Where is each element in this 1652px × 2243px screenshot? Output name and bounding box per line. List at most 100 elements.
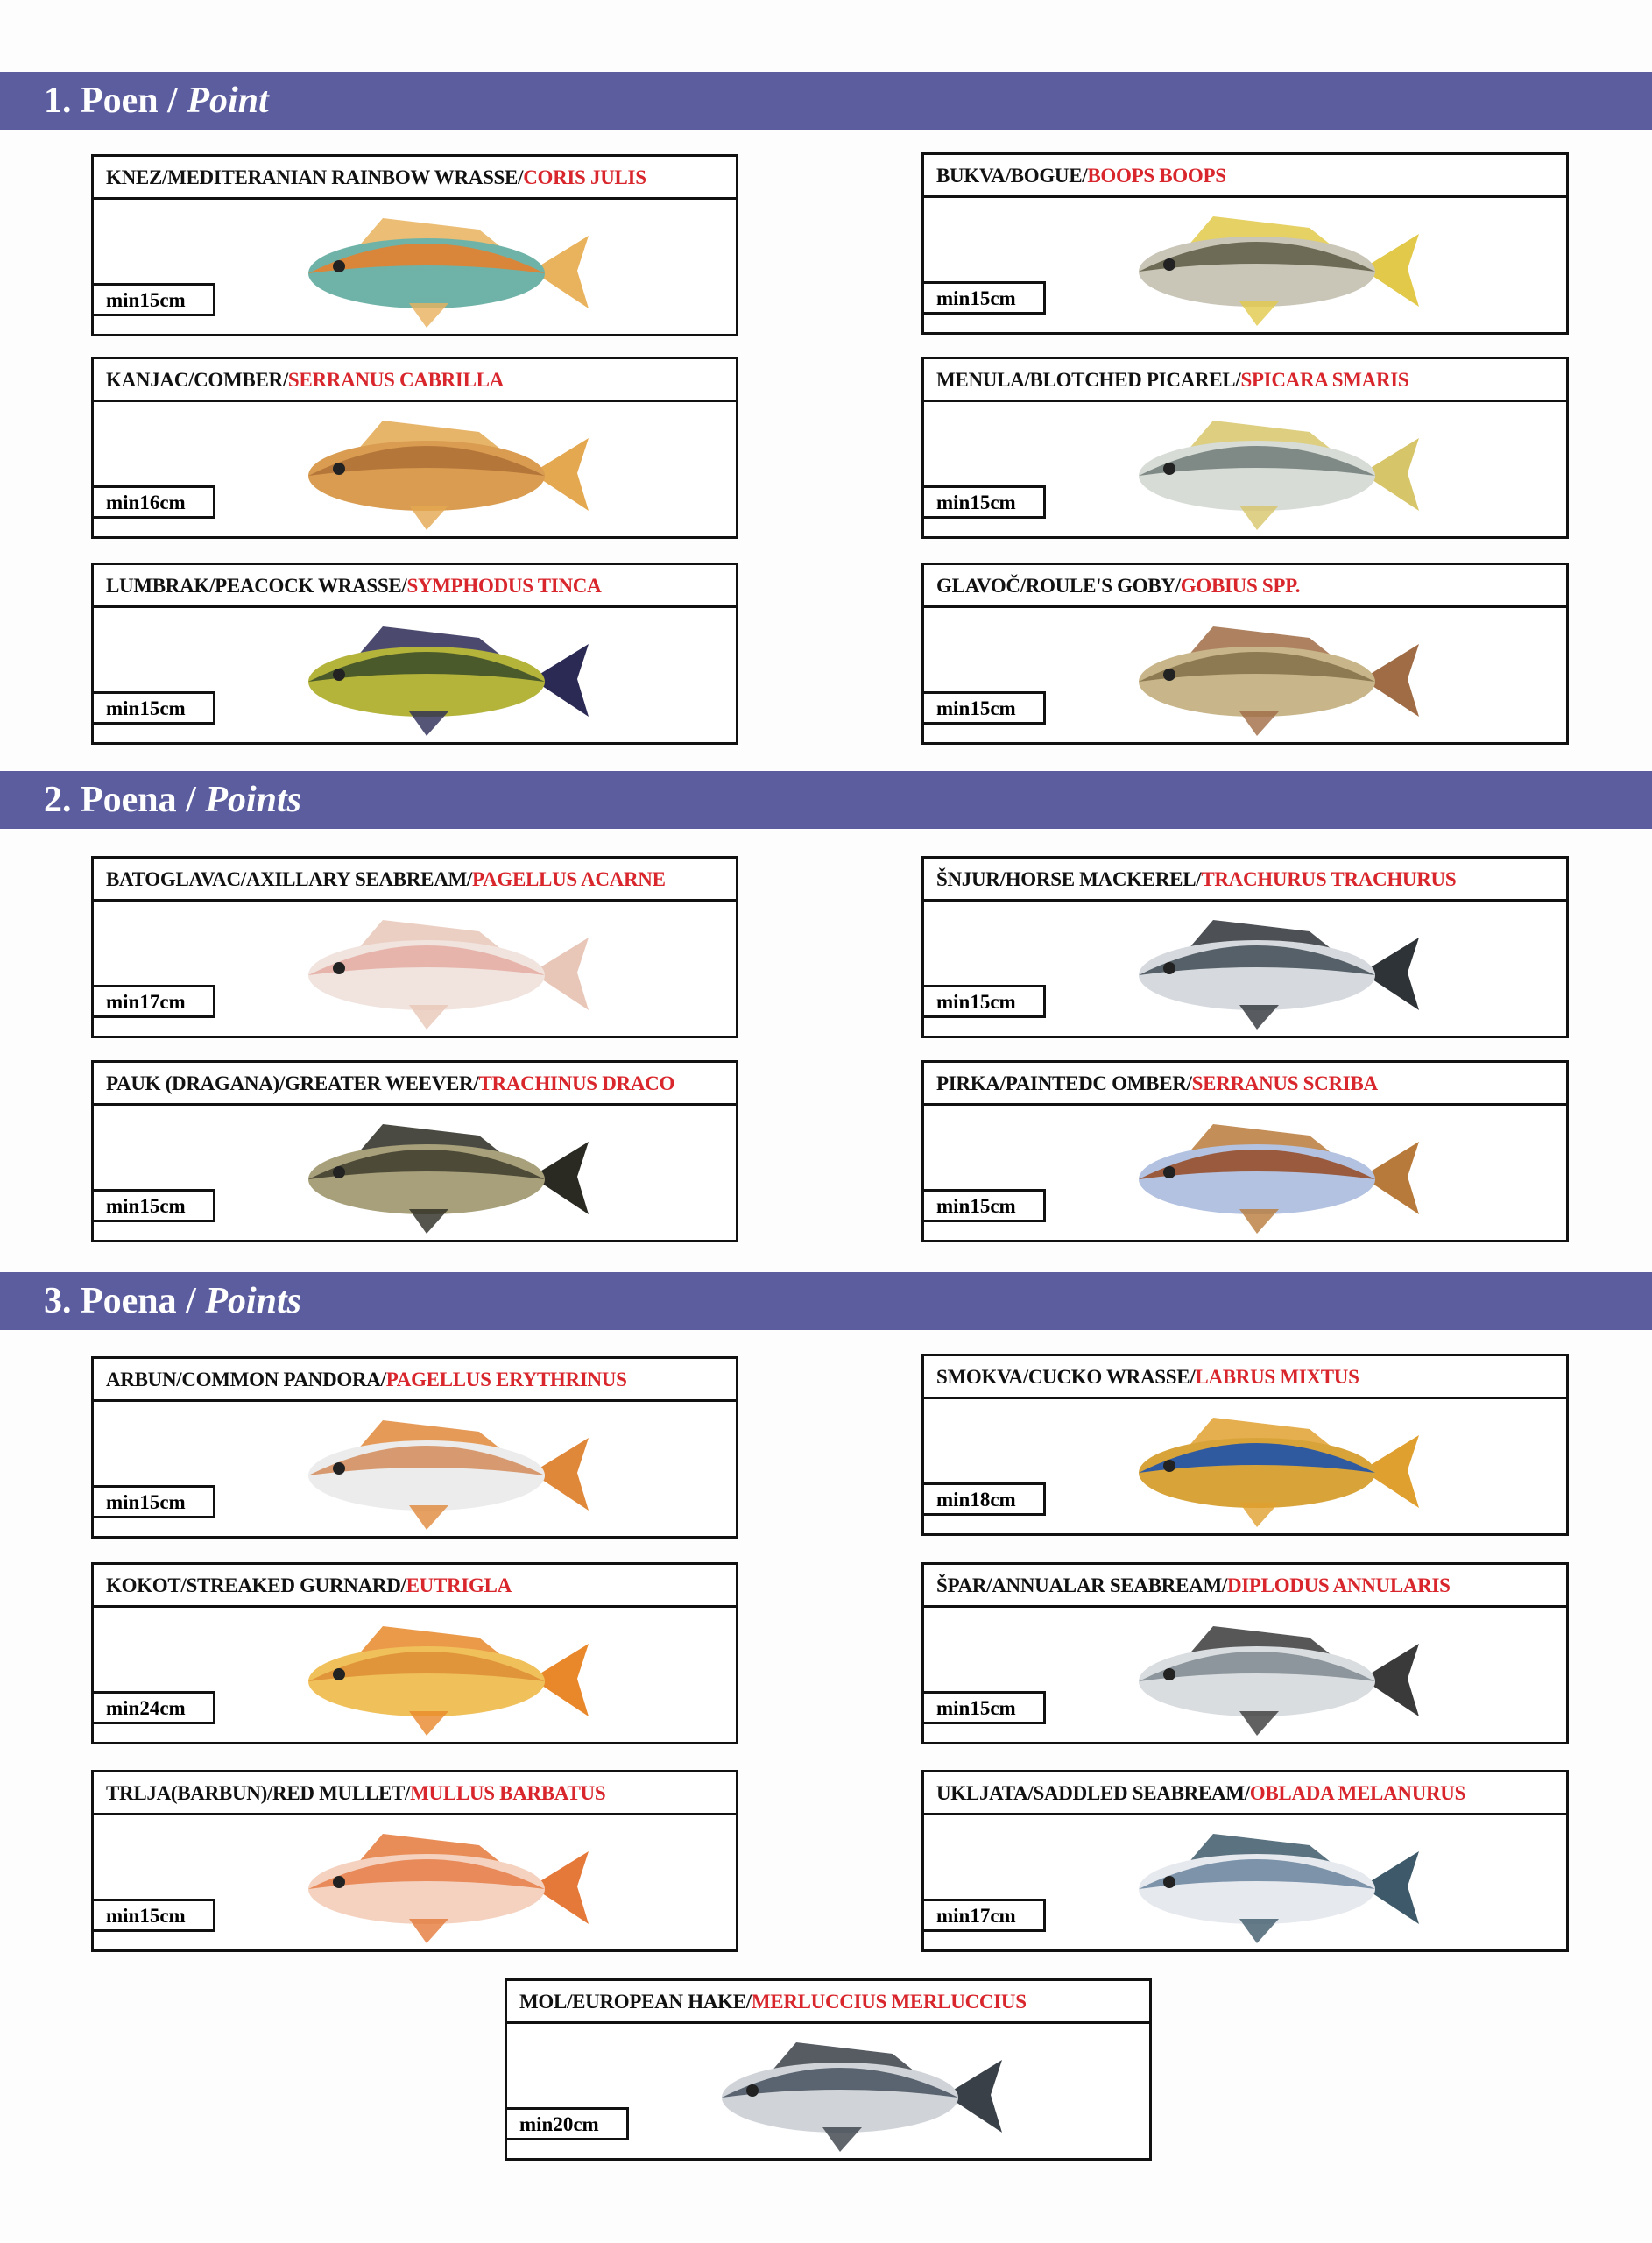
min-size-label: min15cm	[921, 691, 1046, 725]
fish-title: MOL/EUROPEAN HAKE/MERLUCCIUS MERLUCCIUS	[507, 1981, 1149, 2024]
scientific-name: EUTRIGLA	[406, 1574, 512, 1596]
scientific-name: SERRANUS SCRIBA	[1191, 1072, 1378, 1094]
fish-pelvic-fin	[409, 506, 448, 530]
section-header-3: 3. Poena / Points	[0, 1272, 1652, 1330]
fish-illustration	[308, 218, 589, 328]
min-size-label: min15cm	[91, 1485, 215, 1518]
min-size-label: min17cm	[91, 985, 215, 1018]
common-name: MENULA/BLOTCHED PICAREL/	[936, 369, 1241, 391]
min-size-label: min15cm	[921, 1189, 1046, 1222]
fish-card: UKLJATA/SADDLED SEABREAM/OBLADA MELANURU…	[921, 1770, 1569, 1952]
fish-pelvic-fin	[1239, 1711, 1279, 1736]
common-name: TRLJA(BARBUN)/RED MULLET/	[106, 1782, 411, 1804]
fish-tail	[532, 438, 589, 511]
fish-pelvic-fin	[409, 303, 448, 328]
fish-eye	[746, 2084, 759, 2097]
fish-card: KNEZ/MEDITERANIAN RAINBOW WRASSE/CORIS J…	[91, 154, 738, 336]
fish-card: LUMBRAK/PEACOCK WRASSE/SYMPHODUS TINCA m…	[91, 563, 738, 745]
fish-pelvic-fin	[409, 1005, 448, 1030]
fish-illustration	[308, 1626, 589, 1736]
fish-eye	[333, 463, 345, 475]
scientific-name: GOBIUS SPP.	[1180, 575, 1301, 597]
section-label-en: Points	[205, 1281, 302, 1321]
fish-card: ŠNJUR/HORSE MACKEREL/TRACHURUS TRACHURUS…	[921, 856, 1569, 1038]
fish-tail	[532, 938, 589, 1010]
fish-back	[308, 1859, 545, 1889]
scientific-name: PAGELLUS ERYTHRINUS	[385, 1369, 627, 1390]
fish-title: TRLJA(BARBUN)/RED MULLET/MULLUS BARBATUS	[94, 1772, 736, 1815]
min-size-label: min15cm	[91, 1189, 215, 1222]
fish-back	[308, 1150, 545, 1179]
fish-eye	[1163, 463, 1175, 475]
fish-tail	[532, 1644, 589, 1716]
fish-illustration	[1139, 216, 1419, 326]
fish-back	[1139, 652, 1375, 682]
fish-eye	[1163, 258, 1175, 271]
min-size-label: min16cm	[91, 485, 215, 519]
min-size-label: min15cm	[921, 985, 1046, 1018]
scientific-name: OBLADA MELANURUS	[1249, 1782, 1466, 1804]
min-size-label: min20cm	[505, 2107, 629, 2140]
fish-tail	[1362, 644, 1419, 717]
common-name: KOKOT/STREAKED GURNARD/	[106, 1574, 406, 1596]
fish-illustration	[1139, 421, 1419, 530]
min-size-label: min15cm	[921, 1691, 1046, 1724]
fish-pelvic-fin	[409, 1919, 448, 1943]
fish-pelvic-fin	[409, 1711, 448, 1736]
min-size-label: min18cm	[921, 1482, 1046, 1516]
fish-tail	[532, 1851, 589, 1924]
common-name: ARBUN/COMMON PANDORA/	[106, 1369, 386, 1390]
common-name: SMOKVA/CUCKO WRASSE/	[936, 1366, 1196, 1388]
fish-title: GLAVOČ/ROULE'S GOBY/GOBIUS SPP.	[924, 565, 1566, 608]
min-size-label: min15cm	[91, 691, 215, 725]
fish-pelvic-fin	[409, 711, 448, 736]
fish-eye	[1163, 1668, 1175, 1680]
fish-tail	[1362, 938, 1419, 1010]
section-header-1: 1. Poen / Point	[0, 72, 1652, 130]
fish-pelvic-fin	[1239, 506, 1279, 530]
fish-illustration	[1139, 1834, 1419, 1943]
fish-eye	[1163, 669, 1175, 681]
fish-title: MENULA/BLOTCHED PICAREL/SPICARA SMARIS	[924, 359, 1566, 402]
min-size-label: min15cm	[91, 283, 215, 316]
fish-title: PAUK (DRAGANA)/GREATER WEEVER/TRACHINUS …	[94, 1063, 736, 1106]
fish-illustration	[1139, 1418, 1419, 1527]
scientific-name: CORIS JULIS	[523, 166, 646, 188]
section-label: Poena	[81, 780, 177, 820]
fish-eye	[333, 260, 345, 272]
fish-title: LUMBRAK/PEACOCK WRASSE/SYMPHODUS TINCA	[94, 565, 736, 608]
fish-tail	[1362, 234, 1419, 307]
fish-card: MENULA/BLOTCHED PICAREL/SPICARA SMARIS m…	[921, 357, 1569, 539]
common-name: ŠPAR/ANNUALAR SEABREAM/	[936, 1574, 1227, 1596]
fish-illustration	[1139, 626, 1419, 736]
fish-eye	[333, 1462, 345, 1475]
fish-pelvic-fin	[1239, 1209, 1279, 1234]
scientific-name: TRACHURUS TRACHURUS	[1201, 868, 1457, 890]
section-label-en: Point	[187, 81, 269, 121]
fish-eye	[1163, 1876, 1175, 1888]
fish-title: ARBUN/COMMON PANDORA/PAGELLUS ERYTHRINUS	[94, 1359, 736, 1402]
fish-title: SMOKVA/CUCKO WRASSE/LABRUS MIXTUS	[924, 1356, 1566, 1399]
section-number: 2.	[44, 780, 72, 820]
fish-card: GLAVOČ/ROULE'S GOBY/GOBIUS SPP. min15cm	[921, 563, 1569, 745]
fish-pelvic-fin	[1239, 711, 1279, 736]
fish-title: KOKOT/STREAKED GURNARD/EUTRIGLA	[94, 1565, 736, 1608]
fish-back	[1139, 1150, 1375, 1179]
min-size-label: min15cm	[91, 1899, 215, 1932]
fish-tail	[945, 2060, 1002, 2133]
fish-eye	[1163, 962, 1175, 974]
common-name: BATOGLAVAC/AXILLARY SEABREAM/	[106, 868, 473, 890]
fish-eye	[333, 1166, 345, 1178]
fish-back	[308, 446, 545, 476]
fish-title: PIRKA/PAINTEDC OMBER/SERRANUS SCRIBA	[924, 1063, 1566, 1106]
fish-tail	[532, 1438, 589, 1511]
scientific-name: DIPLODUS ANNULARIS	[1226, 1574, 1451, 1596]
scientific-name: SYMPHODUS TINCA	[406, 575, 602, 597]
min-size-label: min17cm	[921, 1899, 1046, 1932]
fish-pelvic-fin	[1239, 1005, 1279, 1030]
fish-illustration	[1139, 920, 1419, 1030]
fish-card: KANJAC/COMBER/SERRANUS CABRILLA min16cm	[91, 357, 738, 539]
fish-illustration	[308, 1834, 589, 1943]
section-label: Poen	[81, 81, 159, 121]
scientific-name: MULLUS BARBATUS	[410, 1782, 606, 1804]
